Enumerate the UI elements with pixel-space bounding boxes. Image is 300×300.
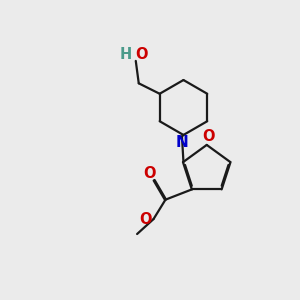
Text: H: H <box>120 47 132 62</box>
Text: O: O <box>135 47 147 62</box>
Text: O: O <box>139 212 152 226</box>
Text: N: N <box>176 135 188 150</box>
Text: O: O <box>143 166 156 181</box>
Text: O: O <box>202 129 214 144</box>
